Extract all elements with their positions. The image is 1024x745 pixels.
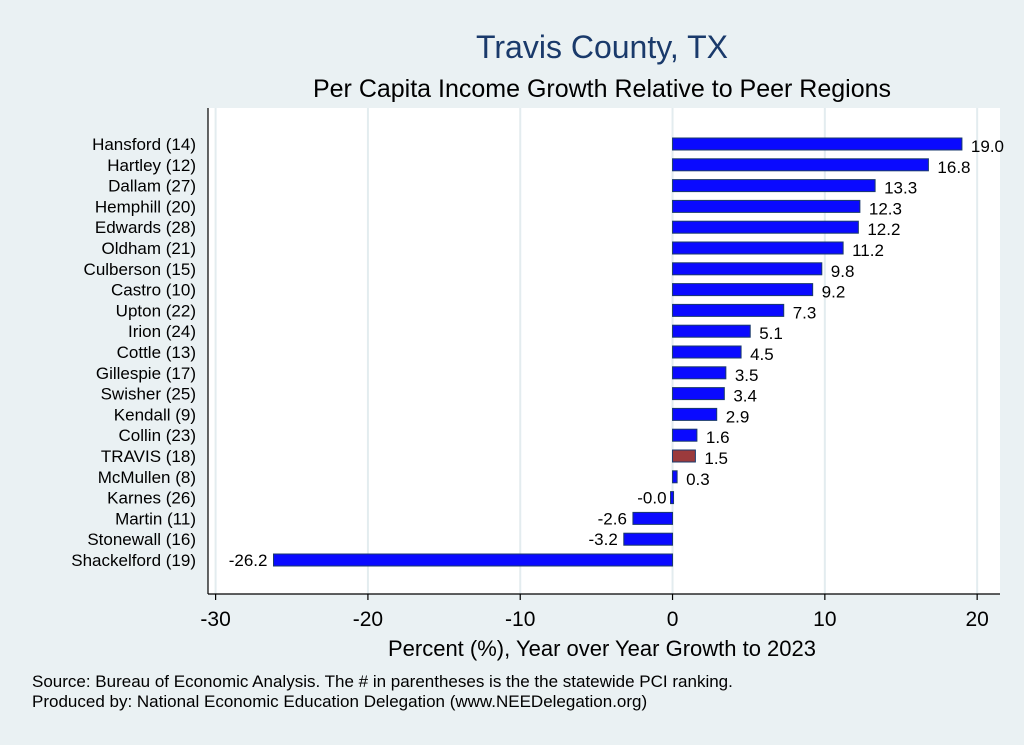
bar: [632, 511, 674, 525]
bar: [672, 428, 698, 442]
value-label: 9.8: [831, 262, 855, 281]
bar: [670, 491, 675, 505]
bar: [672, 262, 823, 276]
category-label: Swisher (25): [101, 385, 196, 404]
category-label: Hansford (14): [92, 135, 196, 154]
category-label: Kendall (9): [114, 405, 196, 424]
category-label: Culberson (15): [84, 260, 196, 279]
category-label: Hemphill (20): [95, 197, 196, 216]
value-label: 9.2: [822, 283, 846, 302]
bar: [672, 303, 785, 317]
x-tick-label: 10: [813, 608, 836, 631]
value-label: 7.3: [793, 303, 817, 322]
value-label: 4.5: [750, 345, 774, 364]
value-label: -26.2: [229, 551, 268, 570]
category-label: Stonewall (16): [87, 530, 196, 549]
value-label: 11.2: [852, 241, 884, 260]
bar: [672, 283, 814, 297]
value-label: 1.6: [706, 428, 730, 447]
category-label: Edwards (28): [95, 218, 196, 237]
bar: [672, 158, 929, 172]
category-label: Gillespie (17): [96, 364, 196, 383]
value-label: 0.3: [686, 470, 710, 489]
value-label: 3.4: [733, 387, 757, 406]
category-label: Castro (10): [111, 281, 196, 300]
footer-source: Source: Bureau of Economic Analysis. The…: [32, 672, 733, 691]
value-label: 1.5: [704, 449, 728, 468]
bar: [672, 345, 742, 359]
value-label: -3.2: [589, 530, 618, 549]
value-label: -0.0: [637, 489, 666, 508]
category-label: Collin (23): [119, 426, 196, 445]
category-label: Martin (11): [115, 509, 196, 528]
x-tick-label: 20: [965, 608, 988, 631]
x-tick-label: 0: [667, 608, 679, 631]
bar: [672, 220, 859, 234]
bar: [672, 407, 718, 421]
bar: [272, 553, 674, 567]
bar: [672, 470, 678, 484]
category-label: Oldham (21): [102, 239, 196, 258]
bar: [672, 366, 727, 380]
chart-subtitle: Per Capita Income Growth Relative to Pee…: [313, 75, 891, 103]
category-label: Irion (24): [128, 322, 196, 341]
value-label: 16.8: [937, 158, 970, 177]
category-label: Hartley (12): [107, 156, 196, 175]
category-label: TRAVIS (18): [101, 447, 196, 466]
bar: [672, 179, 876, 193]
x-axis-label: Percent (%), Year over Year Growth to 20…: [388, 636, 816, 661]
category-label: Shackelford (19): [71, 551, 196, 570]
category-label: Upton (22): [116, 301, 196, 320]
footer-producer: Produced by: National Economic Education…: [32, 692, 648, 711]
value-label: 13.3: [884, 179, 917, 198]
value-label: 12.2: [867, 220, 900, 239]
category-label: McMullen (8): [98, 468, 196, 487]
x-tick-label: -30: [200, 608, 230, 631]
category-label: Cottle (13): [117, 343, 196, 362]
value-label: 12.3: [869, 199, 902, 218]
bar: [672, 199, 861, 213]
bar: [672, 137, 963, 151]
category-label: Dallam (27): [108, 177, 196, 196]
value-label: 19.0: [971, 137, 1004, 156]
value-label: -2.6: [598, 509, 627, 528]
value-label: 5.1: [759, 324, 783, 343]
bar: [672, 241, 844, 255]
bar: [623, 532, 674, 546]
x-tick-label: -20: [353, 608, 383, 631]
bar: [672, 324, 751, 338]
bar-highlight: [672, 449, 696, 463]
x-tick-label: -10: [505, 608, 535, 631]
chart: Travis County, TX Per Capita Income Growt…: [71, 29, 1004, 661]
value-label: 3.5: [735, 366, 759, 385]
value-label: 2.9: [726, 407, 750, 426]
chart-title: Travis County, TX: [476, 29, 728, 65]
category-label: Karnes (26): [107, 489, 196, 508]
bar: [672, 387, 725, 401]
